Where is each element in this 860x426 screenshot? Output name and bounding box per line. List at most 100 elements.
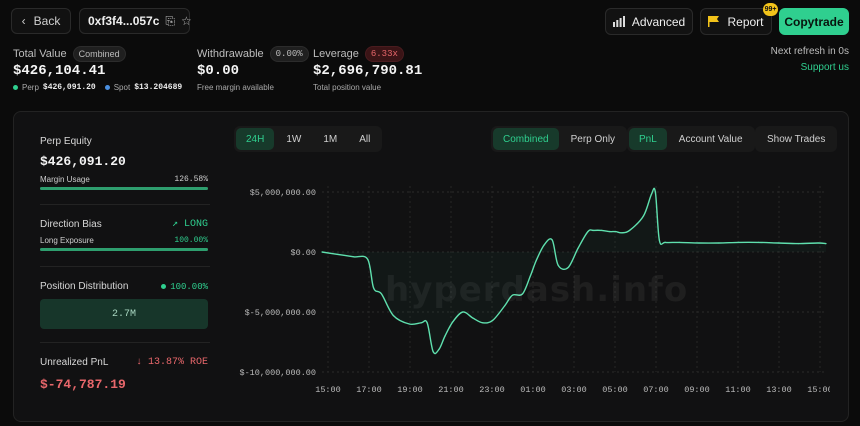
withdrawable-sub: Free margin available (197, 83, 274, 92)
direction-bias-value: LONG (183, 219, 208, 230)
report-label: Report (727, 14, 764, 29)
data-point (337, 253, 339, 255)
y-tick-label: $0.00 (290, 248, 316, 258)
unrealized-pnl-value: $-74,787.19 (40, 377, 126, 392)
data-point (817, 242, 819, 244)
mode-tabs: Combined Perp Only (491, 126, 628, 152)
y-tick-label: $-10,000,000.00 (239, 368, 316, 378)
data-point (503, 305, 506, 307)
x-tick-label: 15:00 (315, 385, 341, 395)
total-value: $426,104.41 (13, 63, 106, 79)
distribution-block[interactable]: 2.7M (40, 299, 208, 329)
unrealized-roe: 13.87% ROE (147, 357, 208, 368)
data-point (567, 267, 569, 269)
data-point (482, 322, 484, 324)
unrealized-pnl-label: Unrealized PnL (40, 357, 109, 368)
star-icon[interactable]: ☆ (181, 14, 192, 28)
position-distribution-value: 100.00% (170, 281, 208, 292)
copytrade-button[interactable]: Copytrade (779, 8, 849, 35)
data-point (444, 335, 446, 337)
data-point (698, 242, 700, 244)
direction-bias-section: Direction Bias ↗ LONG Long Exposure 100.… (40, 218, 208, 251)
report-button[interactable]: Report (700, 8, 772, 35)
x-tick-label: 09:00 (684, 385, 710, 395)
advanced-button[interactable]: Advanced (605, 8, 693, 35)
data-point (593, 229, 595, 231)
perp-value: $426,091.20 (42, 83, 96, 92)
x-tick-label: 05:00 (602, 385, 628, 395)
copy-icon[interactable]: ⎘ (165, 13, 175, 28)
data-point (432, 351, 434, 353)
back-button[interactable]: ‹ Back (11, 8, 71, 34)
data-point (777, 242, 779, 244)
data-point (654, 191, 656, 193)
chevron-left-icon: ‹ (21, 14, 26, 28)
direction-bias-label: Direction Bias (40, 218, 102, 230)
leverage-badge: 6.33x (364, 46, 404, 62)
x-tick-label: 23:00 (479, 385, 505, 395)
tab-all[interactable]: All (359, 133, 371, 145)
data-point (621, 232, 623, 234)
data-point (511, 294, 514, 296)
data-point (678, 241, 680, 243)
unrealized-roe-badge: ↓ 13.87% ROE (136, 357, 208, 368)
total-value-label: Total Value (13, 48, 67, 60)
report-count-badge: 99+ (763, 3, 778, 16)
distribution-legend: 100.00% (161, 282, 208, 292)
margin-usage-bar (40, 187, 208, 190)
data-point (658, 239, 660, 241)
position-distribution-label: Position Distribution (40, 281, 129, 292)
tab-24h[interactable]: 24H (236, 128, 275, 150)
leverage-sub: Total position value (313, 83, 382, 92)
long-dot-icon (161, 284, 167, 289)
spot-dot-icon (104, 85, 110, 90)
data-point (797, 243, 799, 245)
tab-pnl[interactable]: PnL (629, 128, 667, 150)
x-tick-label: 03:00 (561, 385, 587, 395)
withdrawable-header: Withdrawable 0.00% (197, 46, 309, 62)
tab-1m[interactable]: 1M (323, 133, 338, 145)
support-link[interactable]: Support us (800, 62, 849, 73)
timeframe-tabs: 24H 1W 1M All (234, 126, 383, 152)
combined-badge: Combined (72, 46, 126, 62)
unrealized-pnl-section: Unrealized PnL ↓ 13.87% ROE $-74,787.19 (40, 357, 208, 392)
long-exposure-value: 100.00% (174, 236, 208, 245)
long-exposure-label: Long Exposure (40, 236, 94, 245)
data-point (321, 251, 323, 253)
leverage-value: $2,696,790.81 (313, 63, 423, 79)
data-point (462, 311, 464, 313)
tab-1w[interactable]: 1W (286, 133, 302, 145)
data-point (718, 242, 720, 244)
total-value-breakdown: Perp $426,091.20 Spot $13.204689 (13, 83, 182, 92)
tab-perp-only[interactable]: Perp Only (570, 133, 616, 145)
perp-equity-value: $426,091.20 (40, 154, 126, 169)
data-point (738, 241, 740, 243)
data-point (650, 193, 652, 195)
data-point (420, 322, 422, 324)
data-point (628, 229, 631, 231)
trend-up-icon: ↗ (171, 219, 178, 230)
y-tick-label: $-5,000,000.00 (245, 308, 316, 318)
data-point (353, 256, 355, 258)
data-point (557, 264, 559, 266)
tab-account-value[interactable]: Account Value (678, 133, 743, 145)
data-point (825, 243, 827, 245)
long-exposure-bar (40, 248, 208, 251)
watermark: hyperdash.info (385, 270, 689, 310)
data-point (392, 315, 395, 317)
data-point (367, 258, 369, 260)
data-point (587, 231, 589, 233)
data-point (521, 293, 524, 295)
data-point (472, 317, 474, 319)
data-point (551, 239, 553, 241)
data-point (577, 247, 579, 249)
show-trades-button[interactable]: Show Trades (767, 133, 826, 145)
margin-usage-value: 126.58% (174, 175, 208, 184)
data-point (757, 241, 760, 243)
tab-combined[interactable]: Combined (493, 128, 559, 150)
data-point (372, 287, 375, 289)
x-tick-label: 11:00 (725, 385, 751, 395)
y-tick-label: $5,000,000.00 (250, 188, 316, 198)
withdrawable-label: Withdrawable (197, 48, 264, 60)
margin-usage-label: Margin Usage (40, 175, 90, 184)
